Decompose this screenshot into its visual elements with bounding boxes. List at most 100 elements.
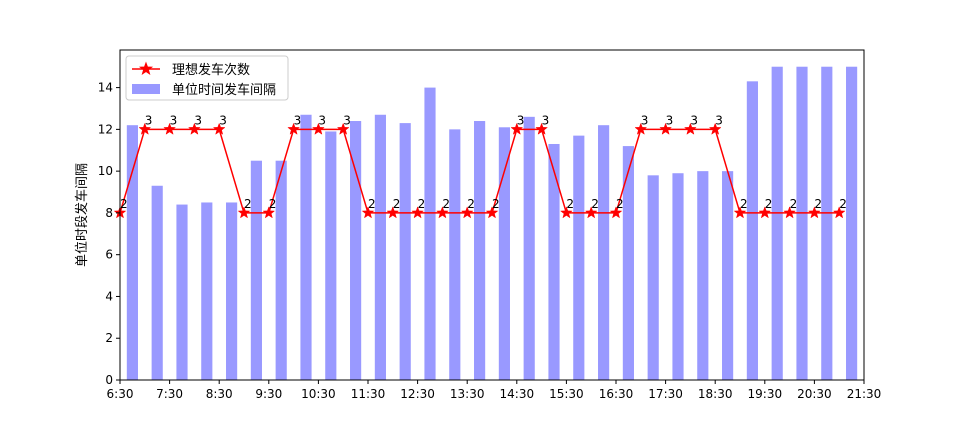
x-tick-label: 20:30 <box>797 387 832 401</box>
bar <box>548 143 560 380</box>
x-tick-label: 21:30 <box>847 387 882 401</box>
star-marker <box>237 206 251 219</box>
bar <box>176 204 188 380</box>
bar <box>722 171 734 380</box>
point-label: 3 <box>170 113 178 127</box>
bar <box>449 129 461 380</box>
bar <box>523 116 535 380</box>
star-marker <box>560 206 573 219</box>
bar <box>598 125 610 380</box>
star-marker <box>485 206 499 219</box>
bar <box>399 123 411 380</box>
point-label: 2 <box>839 197 847 211</box>
star-marker <box>659 122 672 135</box>
star-marker <box>708 122 722 135</box>
star-marker <box>783 206 796 219</box>
bar <box>300 114 312 380</box>
y-tick-label: 0 <box>105 373 113 387</box>
bar <box>697 171 709 380</box>
star-marker <box>684 122 697 135</box>
y-tick-label: 8 <box>105 206 113 220</box>
star-marker <box>188 122 201 135</box>
bar <box>250 160 262 380</box>
x-tick-label: 7:30 <box>156 387 183 401</box>
star-marker <box>262 206 276 219</box>
legend-frame <box>125 55 289 101</box>
bar <box>622 146 634 380</box>
x-tick-label: 13:30 <box>450 387 485 401</box>
point-label: 2 <box>120 197 128 211</box>
point-label: 3 <box>690 113 698 127</box>
star-marker <box>584 206 598 219</box>
star-marker <box>808 206 821 219</box>
point-label: 2 <box>566 197 574 211</box>
bar <box>226 202 238 380</box>
bars-layer <box>126 66 858 381</box>
point-label: 3 <box>542 113 550 127</box>
star-marker <box>212 122 226 135</box>
bar <box>746 81 758 380</box>
plot-frame <box>119 49 865 381</box>
point-label: 3 <box>517 113 525 127</box>
star-marker <box>832 206 846 219</box>
bar <box>275 160 287 380</box>
bar <box>498 127 510 380</box>
star-marker <box>386 206 400 219</box>
x-tick-label: 15:30 <box>549 387 584 401</box>
star-marker <box>758 206 772 219</box>
bar <box>350 121 362 380</box>
point-label: 2 <box>616 197 624 211</box>
star-marker <box>733 206 747 219</box>
line-layer <box>113 122 846 219</box>
bar <box>424 87 436 380</box>
bar <box>325 131 337 380</box>
point-label: 3 <box>641 113 649 127</box>
point-label: 2 <box>368 197 376 211</box>
x-tick-label: 18:30 <box>698 387 733 401</box>
bar <box>672 173 684 380</box>
y-tick-label: 6 <box>105 248 113 262</box>
y-tick-label: 2 <box>105 331 113 345</box>
star-marker <box>138 122 152 135</box>
star-marker <box>634 122 648 135</box>
x-tick-label: 19:30 <box>748 387 783 401</box>
point-labels-layer: 2 3 3 3 3 2 2 3 3 3 2 2 2 2 2 2 3 3 2 2 2 3 3 3 3 2 2 2 2 2 <box>120 113 847 211</box>
point-label: 2 <box>814 197 822 211</box>
point-label: 2 <box>393 197 401 211</box>
star-marker <box>609 206 623 219</box>
bar <box>846 66 858 381</box>
point-label: 2 <box>269 197 277 211</box>
point-label: 2 <box>591 197 599 211</box>
star-marker <box>287 122 300 135</box>
x-tick-label: 10:30 <box>301 387 336 401</box>
point-label: 3 <box>343 113 351 127</box>
star-marker <box>460 206 474 219</box>
bar <box>126 125 138 380</box>
point-label: 2 <box>740 197 748 211</box>
bar <box>573 135 585 380</box>
x-tick-label: 9:30 <box>255 387 282 401</box>
star-marker <box>163 122 176 135</box>
y-axis-label: 单位时段发车间隔 <box>74 163 90 267</box>
star-marker <box>336 122 350 135</box>
legend-label-line: 理想发车次数 <box>172 62 250 78</box>
x-tick-label: 17:30 <box>648 387 683 401</box>
legend-star-icon <box>138 61 154 76</box>
legend-label-bars: 单位时间发车间隔 <box>172 82 276 98</box>
star-marker <box>535 122 548 135</box>
ideal-departures-line <box>119 128 840 214</box>
x-tick-label: 12:30 <box>400 387 435 401</box>
point-label: 2 <box>790 197 798 211</box>
point-label: 3 <box>715 113 723 127</box>
star-marker <box>411 206 424 219</box>
star-marker <box>312 122 325 135</box>
point-label: 2 <box>492 197 500 211</box>
x-tick-label: 14:30 <box>500 387 535 401</box>
y-tick-label: 4 <box>105 289 113 303</box>
bar <box>821 66 833 381</box>
bar <box>647 175 659 380</box>
x-tick-label: 16:30 <box>599 387 634 401</box>
legend-bar-swatch <box>132 84 160 94</box>
